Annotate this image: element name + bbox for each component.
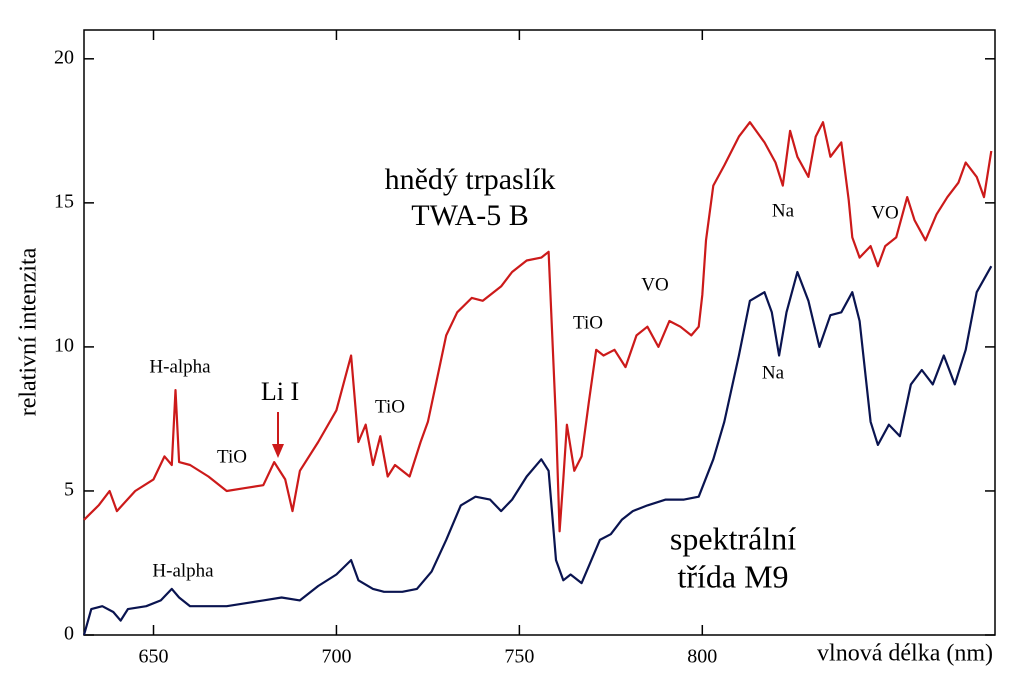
y-tick-label: 0 xyxy=(64,623,74,645)
series-line xyxy=(82,265,993,636)
annotation: TiO xyxy=(217,446,247,467)
x-tick-label: 750 xyxy=(504,646,534,668)
annotation: spektrální xyxy=(670,520,796,556)
y-axis-label: relativní intenzita xyxy=(16,247,42,416)
annotation: TiO xyxy=(375,396,405,417)
annotation: třída M9 xyxy=(677,558,788,594)
annotation: Na xyxy=(772,200,795,221)
annotation: H-alpha xyxy=(149,356,211,377)
annotation: TWA-5 B xyxy=(411,199,528,232)
x-tick-label: 650 xyxy=(139,646,169,668)
annotation: hnědý trpaslík xyxy=(385,163,556,196)
annotation: Na xyxy=(762,362,785,383)
annotation: VO xyxy=(871,202,898,223)
y-tick-label: 20 xyxy=(54,46,74,68)
y-tick-label: 5 xyxy=(64,479,74,501)
annotation: VO xyxy=(641,274,668,295)
x-tick-label: 800 xyxy=(687,646,717,668)
x-axis-label: vlnová délka (nm) xyxy=(817,641,993,667)
series-line xyxy=(83,121,993,533)
annotation: Li I xyxy=(261,377,299,406)
x-tick-label: 700 xyxy=(321,646,351,668)
arrow-head xyxy=(272,444,284,458)
y-tick-label: 10 xyxy=(54,334,74,356)
plot-frame xyxy=(83,29,996,636)
annotation: TiO xyxy=(573,312,603,333)
annotation: H-alpha xyxy=(152,560,214,581)
y-tick-label: 15 xyxy=(54,190,74,212)
